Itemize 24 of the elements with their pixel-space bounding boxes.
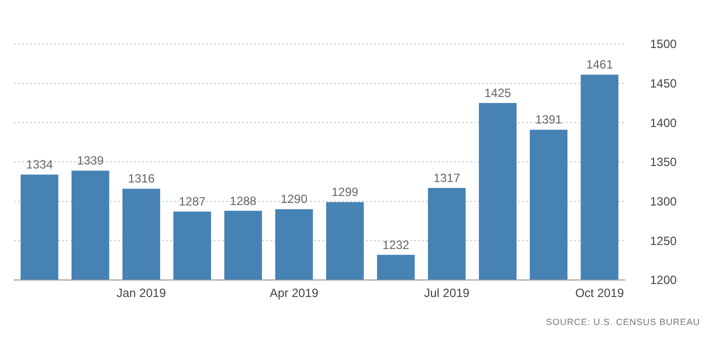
y-tick-label: 1400 [650, 116, 678, 130]
x-tick-label: Jan 2019 [116, 286, 166, 300]
x-tick-label: Oct 2019 [575, 286, 624, 300]
x-tick-label: Jul 2019 [424, 286, 470, 300]
data-label: 1317 [433, 170, 460, 185]
data-label: 1316 [128, 172, 155, 186]
y-tick-label: 1250 [650, 234, 678, 248]
data-label: 1232 [382, 238, 410, 252]
x-tick-label: Apr 2019 [270, 286, 319, 300]
y-tick-label: 1350 [650, 155, 678, 170]
data-label: 1339 [77, 154, 104, 168]
y-tick-label: 1450 [650, 76, 678, 91]
y-tick-label: 1500 [650, 37, 678, 52]
data-label: 1334 [26, 158, 54, 172]
data-label: 1425 [484, 86, 512, 100]
data-label: 1299 [332, 185, 359, 200]
data-label: 1287 [178, 194, 206, 209]
data-label: 1391 [535, 112, 562, 127]
data-label: 1290 [280, 192, 308, 206]
data-label: 1461 [586, 58, 614, 72]
y-tick-label: 1200 [650, 273, 678, 288]
source-note: SOURCE: U.S. CENSUS BUREAU [546, 317, 700, 327]
data-label: 1288 [230, 194, 257, 208]
y-tick-label: 1300 [650, 194, 678, 209]
